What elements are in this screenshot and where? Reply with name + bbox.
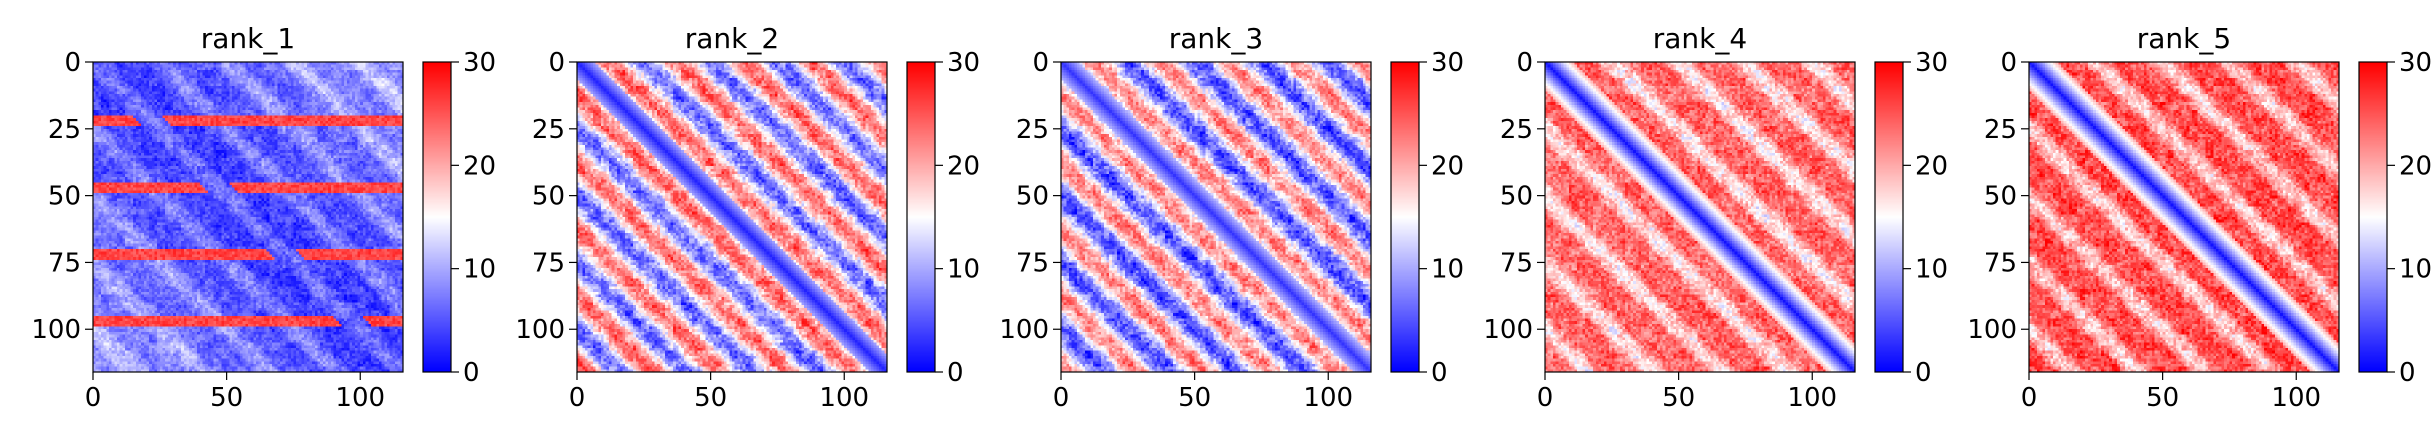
colorbar-frame xyxy=(2358,61,2388,373)
x-tick-label: 50 xyxy=(210,383,243,413)
y-tick-label: 50 xyxy=(1500,182,1533,212)
colorbar-tick-label: 10 xyxy=(463,255,496,285)
panel-title: rank_2 xyxy=(685,22,779,55)
y-tick-label: 100 xyxy=(999,315,1049,345)
colorbar xyxy=(907,62,935,372)
colorbar-tick-label: 0 xyxy=(1431,358,1448,388)
axes-frame xyxy=(576,61,888,373)
y-tick-label: 25 xyxy=(1984,115,2017,145)
y-tick-label: 0 xyxy=(64,48,81,78)
heatmap-image xyxy=(93,62,403,372)
y-tick-label: 25 xyxy=(48,115,81,145)
x-tick-label: 100 xyxy=(335,383,385,413)
y-tick-label: 50 xyxy=(1016,182,1049,212)
x-tick-label: 100 xyxy=(819,383,869,413)
colorbar-tick-label: 20 xyxy=(1431,151,1464,181)
panel-rank_2: rank_2 0 50 100 0 25 50 75 100 0 10 20 30 xyxy=(515,22,980,413)
x-tick-label: 50 xyxy=(1662,383,1695,413)
x-tick-label: 0 xyxy=(569,383,586,413)
colorbar-tick-label: 30 xyxy=(1431,48,1464,78)
x-tick-label: 50 xyxy=(694,383,727,413)
colorbar-tick-label: 30 xyxy=(463,48,496,78)
panel-title: rank_5 xyxy=(2137,22,2231,55)
panel-rank_4: rank_4 0 50 100 0 25 50 75 100 0 10 20 30 xyxy=(1483,22,1948,413)
colorbar xyxy=(1875,62,1903,372)
colorbar-tick-label: 0 xyxy=(1915,358,1932,388)
colorbar-tick-label: 20 xyxy=(947,151,980,181)
colorbar-tick-label: 10 xyxy=(947,255,980,285)
y-tick-label: 100 xyxy=(31,315,81,345)
colorbar-tick-label: 20 xyxy=(2399,151,2432,181)
colorbar xyxy=(423,62,451,372)
x-tick-label: 0 xyxy=(2021,383,2038,413)
colorbar-frame xyxy=(1874,61,1904,373)
colorbar-frame xyxy=(906,61,936,373)
axes-frame xyxy=(2028,61,2340,373)
y-tick-label: 100 xyxy=(1967,315,2017,345)
panel-rank_1: rank_1 0 50 100 0 25 50 75 100 0 10 20 30 xyxy=(31,22,496,413)
panel-title: rank_1 xyxy=(201,22,295,55)
colorbar-tick-label: 10 xyxy=(1915,255,1948,285)
colorbar-tick-label: 0 xyxy=(2399,358,2416,388)
x-tick-label: 100 xyxy=(1787,383,1837,413)
y-tick-label: 50 xyxy=(1984,182,2017,212)
colorbar-tick-label: 20 xyxy=(1915,151,1948,181)
colorbar-tick-label: 0 xyxy=(947,358,964,388)
y-tick-label: 0 xyxy=(1032,48,1049,78)
heatmap-image xyxy=(1061,62,1371,372)
y-tick-label: 50 xyxy=(532,182,565,212)
heatmap-image xyxy=(2029,62,2339,372)
y-tick-label: 25 xyxy=(1016,115,1049,145)
colorbar-tick-label: 30 xyxy=(947,48,980,78)
colorbar xyxy=(1391,62,1419,372)
colorbar-tick-label: 30 xyxy=(2399,48,2432,78)
y-tick-label: 0 xyxy=(548,48,565,78)
heatmap-image xyxy=(577,62,887,372)
colorbar xyxy=(2359,62,2387,372)
y-tick-label: 25 xyxy=(1500,115,1533,145)
y-tick-label: 0 xyxy=(2000,48,2017,78)
colorbar-tick-label: 10 xyxy=(1431,255,1464,285)
y-tick-label: 100 xyxy=(515,315,565,345)
panel-rank_5: rank_5 0 50 100 0 25 50 75 100 0 10 20 30 xyxy=(1967,22,2432,413)
y-tick-label: 50 xyxy=(48,182,81,212)
y-tick-label: 75 xyxy=(1016,248,1049,278)
colorbar-frame xyxy=(422,61,452,373)
y-tick-label: 100 xyxy=(1483,315,1533,345)
axes-frame xyxy=(1060,61,1372,373)
x-tick-label: 50 xyxy=(1178,383,1211,413)
x-tick-label: 100 xyxy=(2271,383,2321,413)
y-tick-label: 75 xyxy=(48,248,81,278)
axes-frame xyxy=(92,61,404,373)
colorbar-tick-label: 20 xyxy=(463,151,496,181)
colorbar-tick-label: 10 xyxy=(2399,255,2432,285)
colorbar-frame xyxy=(1390,61,1420,373)
colorbar-tick-label: 0 xyxy=(463,358,480,388)
heatmap-image xyxy=(1545,62,1855,372)
axes-frame xyxy=(1544,61,1856,373)
panel-title: rank_4 xyxy=(1653,22,1747,55)
panel-title: rank_3 xyxy=(1169,22,1263,55)
x-tick-label: 100 xyxy=(1303,383,1353,413)
y-tick-label: 75 xyxy=(1500,248,1533,278)
x-tick-label: 0 xyxy=(1053,383,1070,413)
x-tick-label: 50 xyxy=(2146,383,2179,413)
y-tick-label: 0 xyxy=(1516,48,1533,78)
x-tick-label: 0 xyxy=(85,383,102,413)
y-tick-label: 75 xyxy=(532,248,565,278)
x-tick-label: 0 xyxy=(1537,383,1554,413)
colorbar-tick-label: 30 xyxy=(1915,48,1948,78)
y-tick-label: 75 xyxy=(1984,248,2017,278)
y-tick-label: 25 xyxy=(532,115,565,145)
panel-rank_3: rank_3 0 50 100 0 25 50 75 100 0 10 20 30 xyxy=(999,22,1464,413)
